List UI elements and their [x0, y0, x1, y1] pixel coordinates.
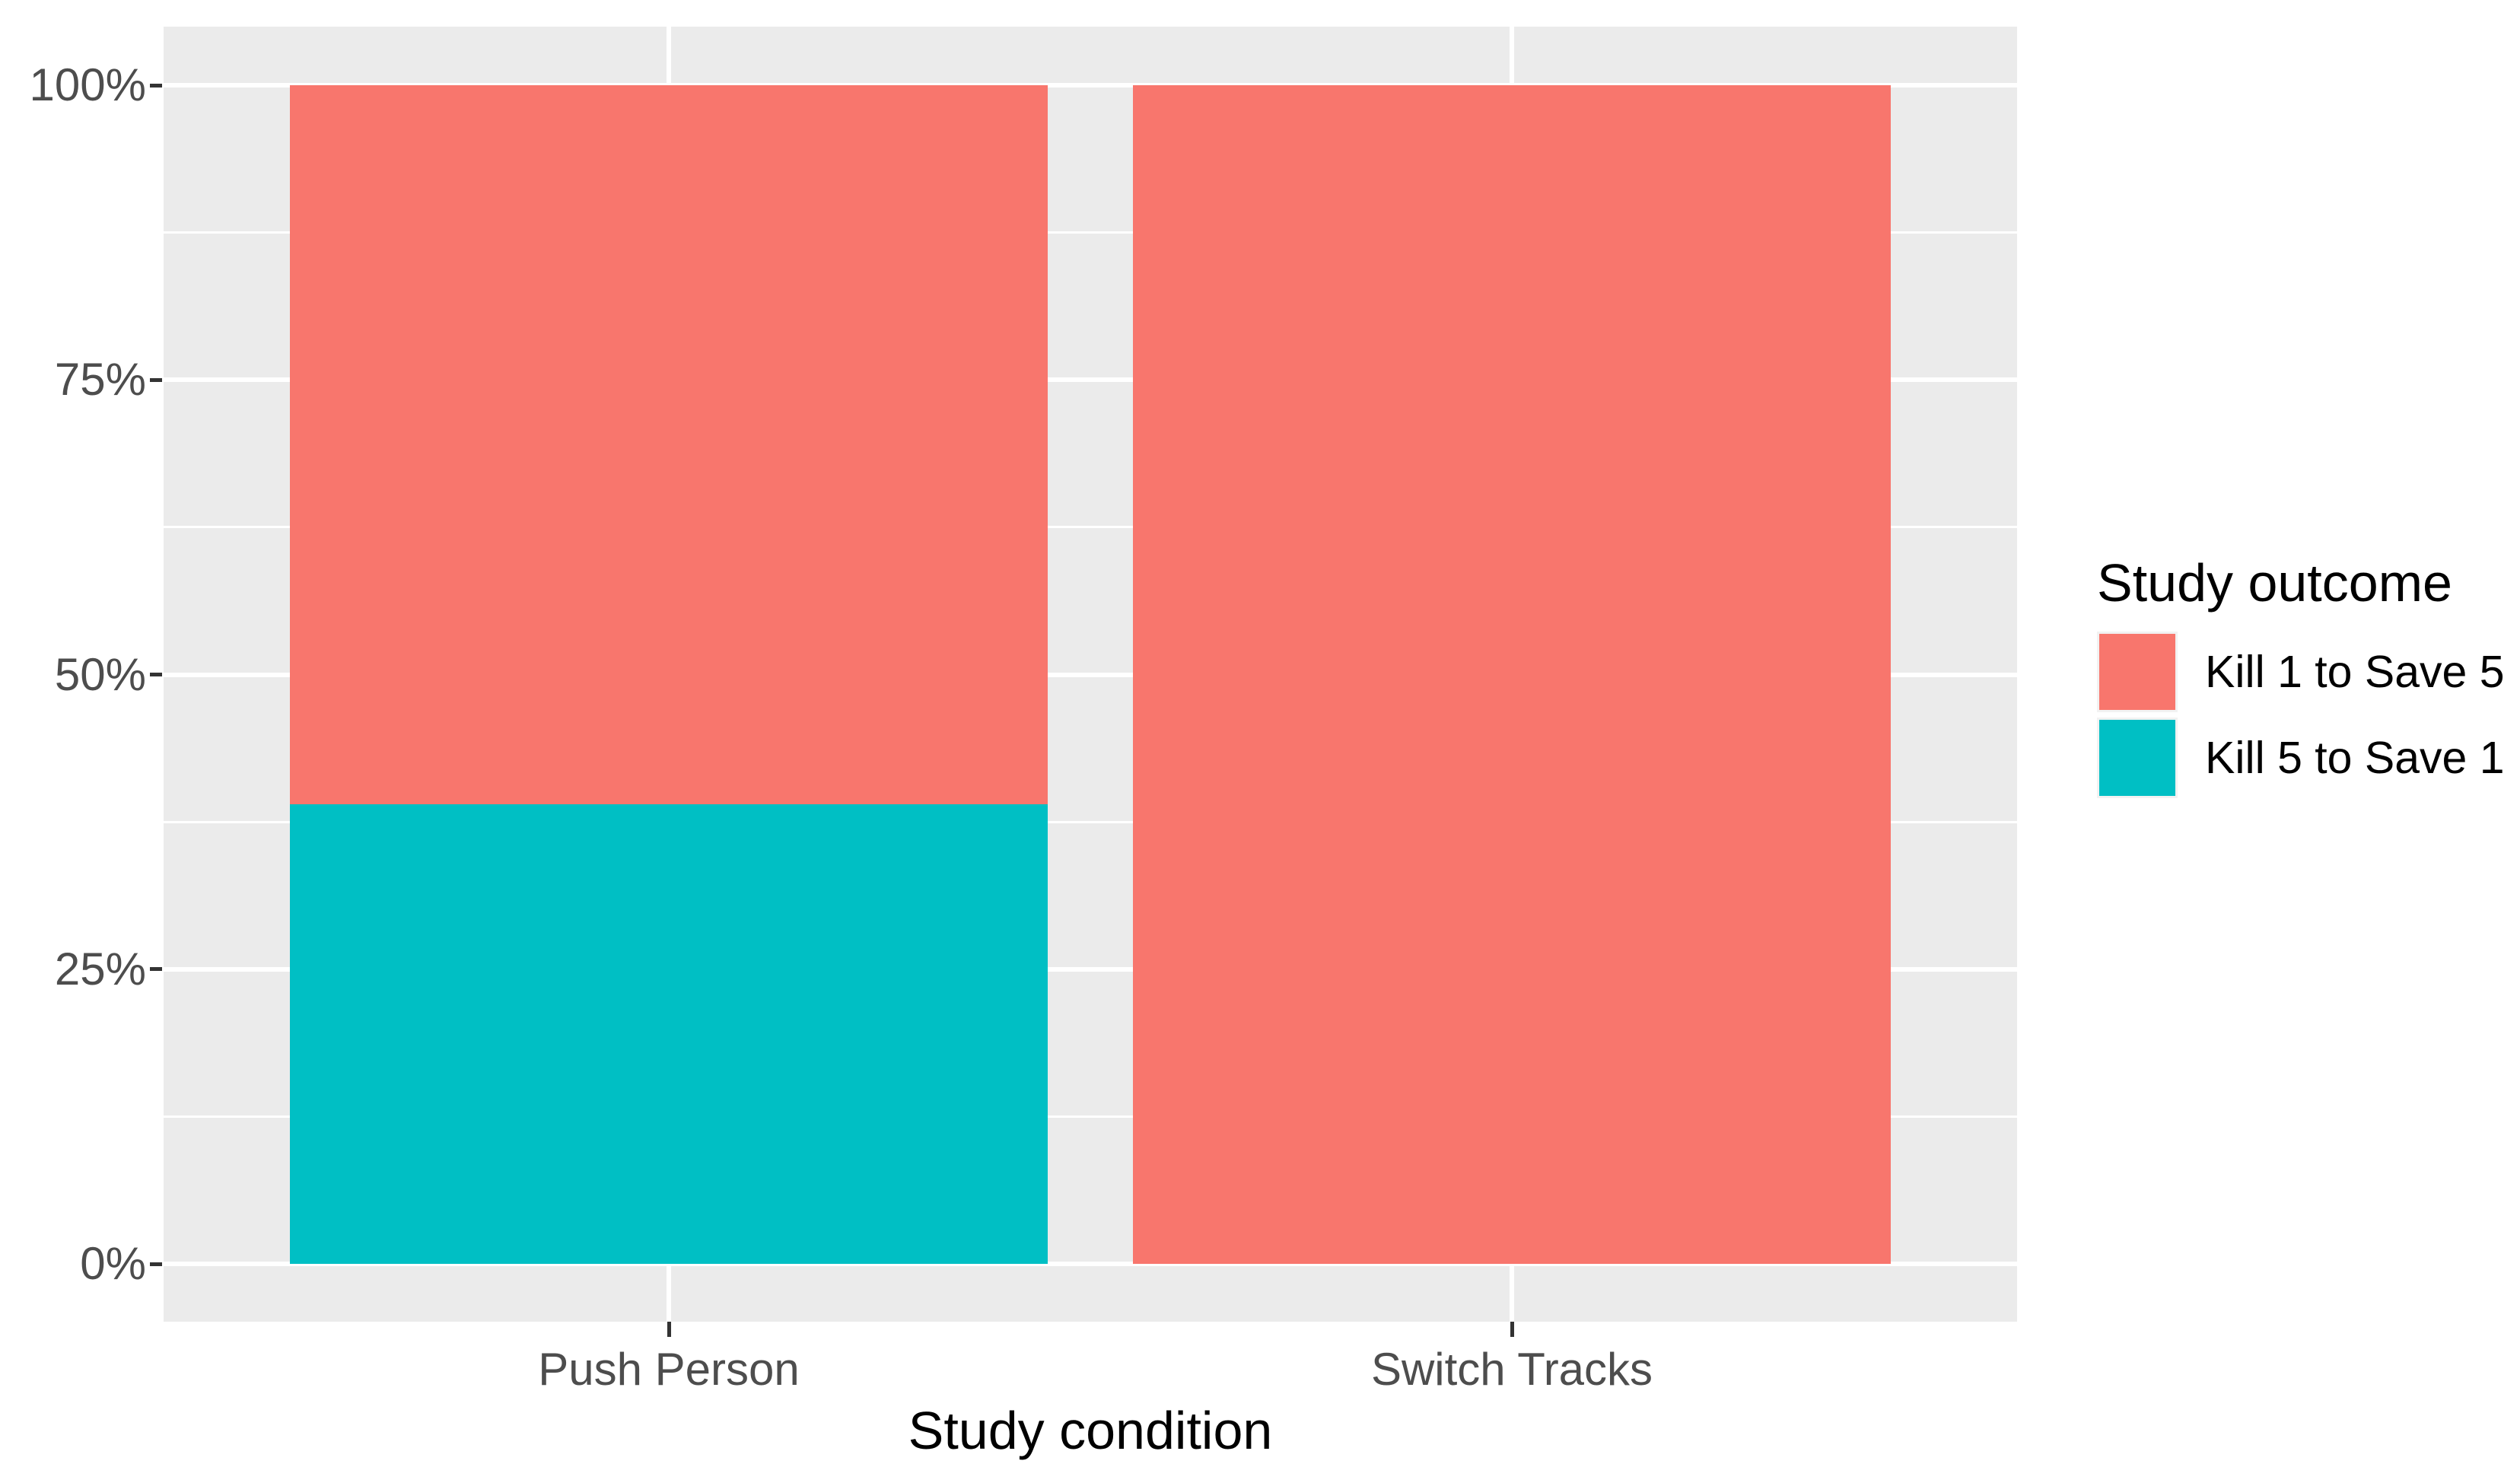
y-axis-tick-label: 75% — [54, 354, 146, 406]
bar-segment-switch-tracks-kill-1-to-save-5 — [1133, 85, 1891, 1264]
legend-entry-label: Kill 1 to Save 5 — [2205, 646, 2505, 697]
x-axis-tick-label-switch-tracks: Switch Tracks — [1370, 1344, 1653, 1395]
x-axis-tick — [1510, 1322, 1514, 1337]
legend: Study outcome Kill 1 to Save 5 Kill 5 to … — [2097, 556, 2505, 798]
minor-gridline-horizontal — [164, 231, 2017, 234]
major-gridline-horizontal — [164, 83, 2017, 88]
y-axis-tick — [150, 673, 162, 676]
legend-key-swatch-kill-5-to-save-1 — [2097, 718, 2178, 798]
y-axis-tick — [150, 1262, 162, 1266]
y-axis-tick-label: 25% — [54, 943, 146, 995]
y-axis-tick-label: 50% — [54, 648, 146, 700]
plot-panel — [164, 27, 2017, 1322]
legend-key-swatch-kill-1-to-save-5 — [2097, 632, 2178, 712]
bar-segment-push-person-kill-1-to-save-5 — [290, 85, 1048, 804]
y-axis-tick-label: 0% — [80, 1238, 146, 1289]
legend-entry-label: Kill 5 to Save 1 — [2205, 732, 2505, 783]
legend-entries: Kill 1 to Save 5 Kill 5 to Save 1 — [2097, 632, 2505, 798]
y-axis-tick — [150, 83, 162, 88]
y-axis-tick — [150, 967, 162, 972]
legend-entry-kill-5-to-save-1: Kill 5 to Save 1 — [2097, 718, 2505, 798]
legend-entry-kill-1-to-save-5: Kill 1 to Save 5 — [2097, 632, 2505, 712]
y-axis-tick-label: 100% — [29, 59, 146, 110]
minor-gridline-horizontal — [164, 526, 2017, 529]
major-gridline-horizontal — [164, 1262, 2017, 1266]
x-axis-title: Study condition — [908, 1401, 1273, 1460]
major-gridline-horizontal — [164, 672, 2017, 677]
x-axis-tick — [667, 1322, 671, 1337]
legend-title: Study outcome — [2097, 553, 2452, 613]
y-axis-tick — [150, 377, 162, 382]
x-axis-tick-label-push-person: Push Person — [538, 1344, 800, 1395]
minor-gridline-horizontal — [164, 820, 2017, 823]
major-gridline-horizontal — [164, 966, 2017, 972]
bar-segment-push-person-kill-5-to-save-1 — [290, 804, 1048, 1264]
minor-gridline-horizontal — [164, 1115, 2017, 1118]
major-gridline-horizontal — [164, 377, 2017, 383]
